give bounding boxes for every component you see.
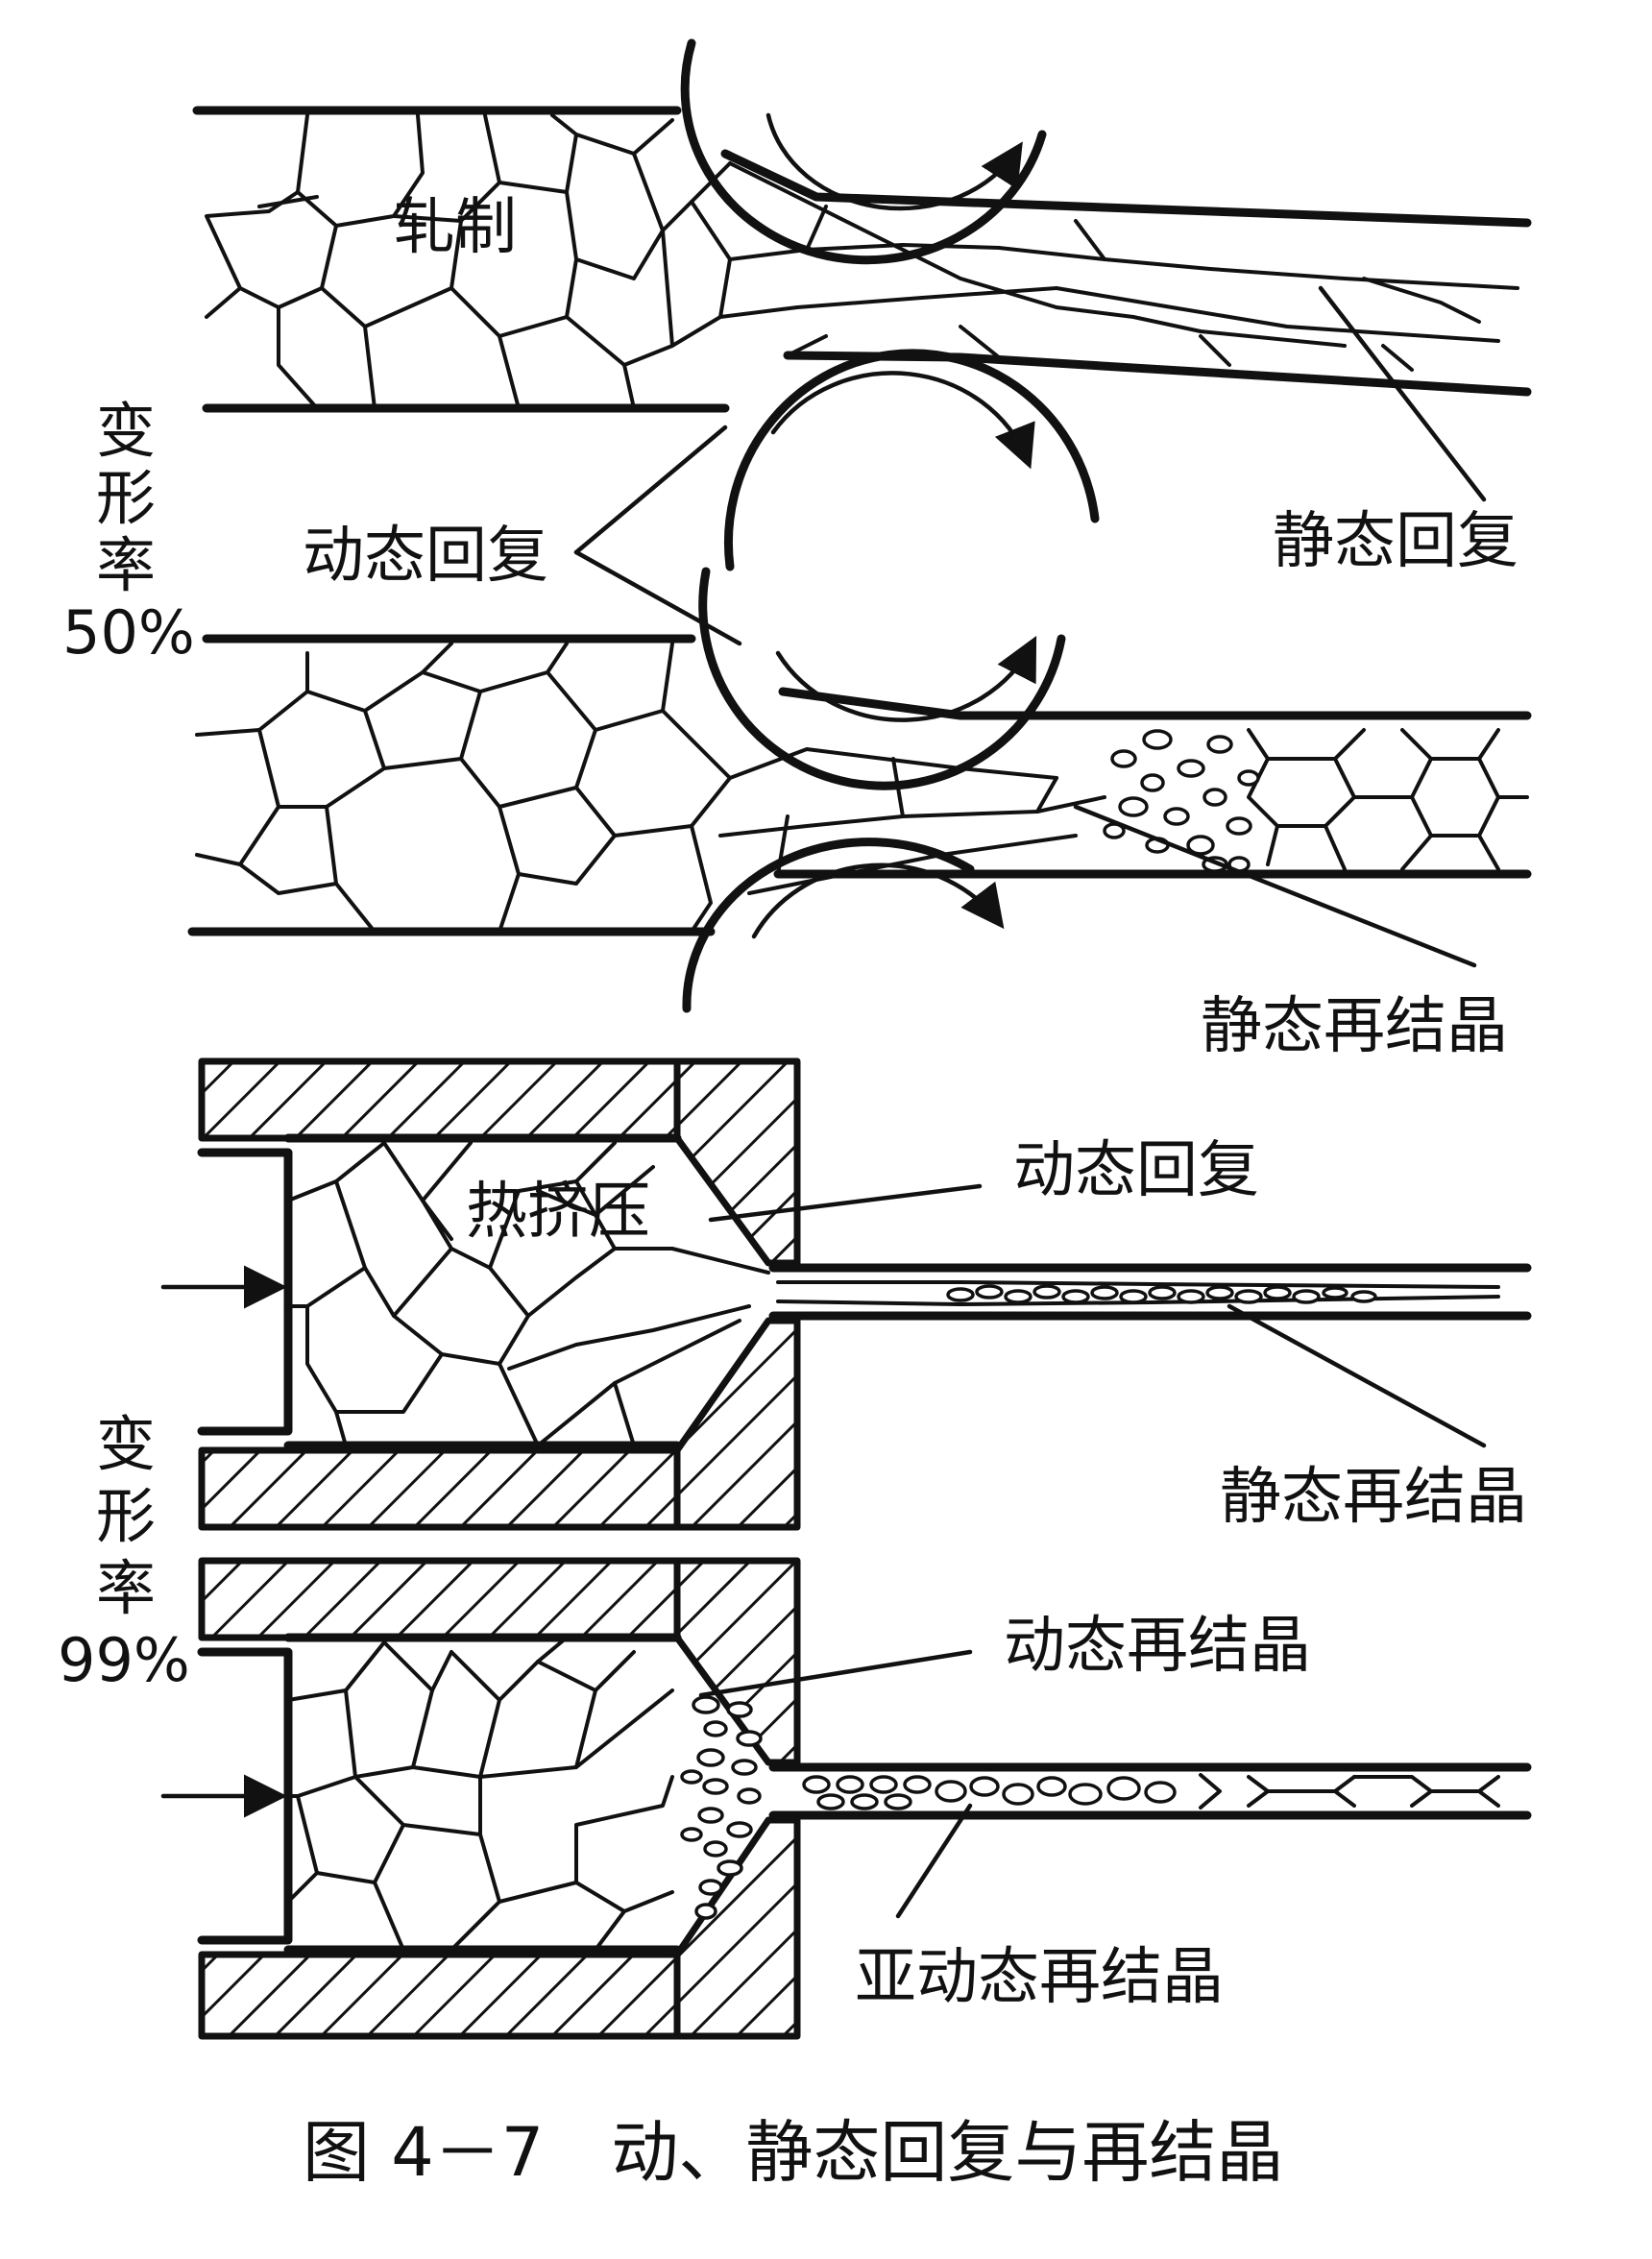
lower-extrusion-leaders: [698, 1649, 973, 1919]
svg-text:变: 变: [96, 396, 156, 466]
lower-billet-outline: [283, 1633, 1532, 1955]
metadynamic-recrystallization-nuclei: [802, 1775, 1177, 1810]
deformation-rate-label-99: 变 形 率 99%: [58, 1409, 190, 1695]
recrystallized-nuclei: [1103, 729, 1260, 873]
hot-extrusion-label: 热挤压: [466, 1177, 650, 1248]
rolling-panel: 轧制 动态回复 静态回复 静态再结晶 变 形 率 50%: [62, 38, 1532, 1062]
upper-ram: [160, 1148, 293, 1436]
lower-ram: [160, 1647, 293, 1945]
metadynamic-recrystallization-label: 亚动态再结晶: [855, 1942, 1224, 2013]
upper-extrusion-leaders: [708, 1183, 1487, 1448]
svg-text:形: 形: [96, 463, 156, 533]
rolls: [680, 38, 1100, 1013]
dynamic-recrystallization-label: 动态再结晶: [1004, 1611, 1311, 1682]
rolling-leader-lines: [573, 285, 1487, 968]
svg-text:50%: 50%: [62, 597, 195, 668]
extrusion-static-recrystallization-label: 静态再结晶: [1220, 1462, 1527, 1533]
svg-text:率: 率: [96, 1553, 156, 1623]
svg-text:99%: 99%: [58, 1625, 190, 1695]
svg-text:变: 变: [96, 1409, 156, 1479]
svg-text:率: 率: [96, 530, 156, 600]
lower-extrusion-grains: [286, 1636, 1500, 1952]
dynamic-recrystallization-nuclei: [680, 1695, 763, 1920]
svg-text:形: 形: [96, 1481, 156, 1551]
extrusion-panel: 热挤压 动态回复 静态再结晶: [58, 1057, 1532, 2040]
rolling-label: 轧制: [394, 192, 517, 263]
figure-caption: 图 4－7 动、静态回复与再结晶: [303, 2113, 1283, 2192]
lower-extrusion-die: [198, 1557, 801, 2040]
dynamic-recovery-label: 动态回复: [303, 521, 548, 592]
deformation-rate-label-50: 变 形 率 50%: [62, 396, 195, 668]
extrusion-dynamic-recovery-label: 动态回复: [1013, 1135, 1259, 1206]
static-recrystallization-label: 静态再结晶: [1201, 991, 1508, 1062]
static-recovery-label: 静态回复: [1273, 506, 1518, 577]
lower-rolled-strip: [187, 634, 1532, 936]
upper-extrusion-grains: [286, 1141, 1500, 1447]
upper-billet-outline: [283, 1133, 1532, 1450]
upper-extrusion-nuclei: [946, 1284, 1377, 1304]
